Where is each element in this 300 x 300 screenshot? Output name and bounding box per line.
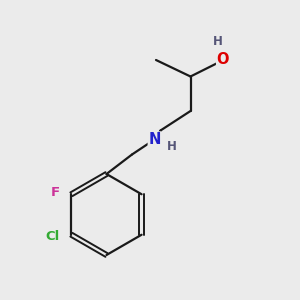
Text: F: F bbox=[50, 186, 59, 199]
Text: Cl: Cl bbox=[46, 230, 60, 243]
Text: H: H bbox=[213, 35, 222, 49]
Text: N: N bbox=[148, 132, 161, 147]
Text: O: O bbox=[217, 52, 229, 68]
Text: H: H bbox=[167, 140, 177, 153]
